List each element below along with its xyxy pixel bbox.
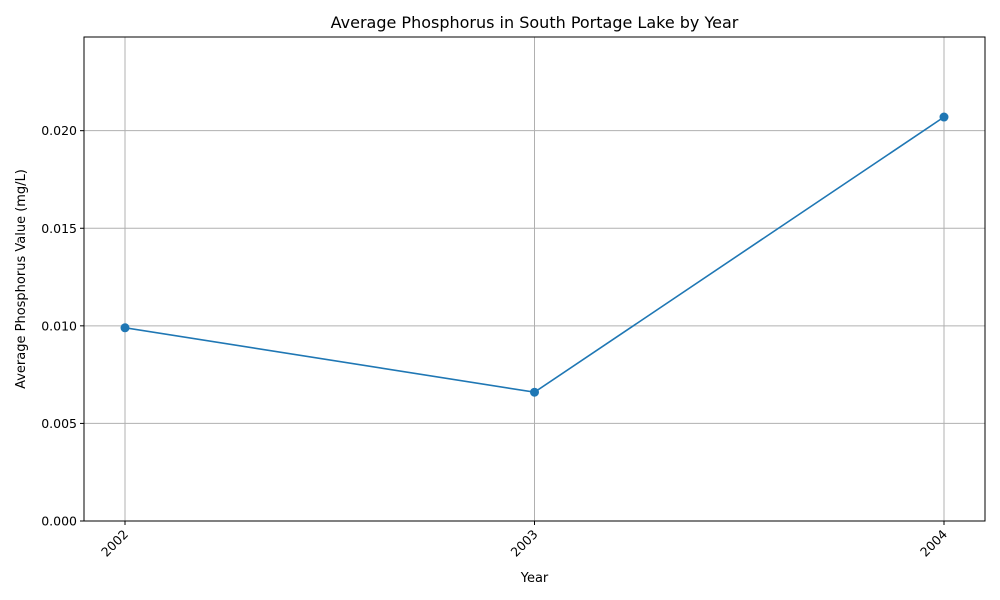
x-axis-label: Year — [520, 571, 549, 586]
y-axis-label: Average Phosphorus Value (mg/L) — [14, 169, 29, 389]
y-tick-label: 0.000 — [41, 514, 77, 529]
ticks: 0.000 0.005 0.010 0.015 0.020 2002 2003 2004 — [41, 123, 950, 559]
plot-area — [120, 112, 949, 397]
y-tick-label: 0.010 — [41, 318, 77, 333]
y-tick-label: 0.005 — [41, 416, 77, 431]
data-point-2003 — [530, 387, 539, 397]
data-point-2004 — [939, 112, 949, 122]
x-tick-label: 2003 — [508, 527, 541, 560]
x-tick-label: 2002 — [98, 527, 131, 560]
x-tick-label: 2004 — [917, 526, 950, 559]
y-tick-label: 0.015 — [41, 221, 77, 236]
data-point-2002 — [120, 323, 130, 333]
y-tick-label: 0.020 — [41, 123, 77, 138]
gridlines — [84, 37, 985, 522]
chart-title: Average Phosphorus in South Portage Lake… — [331, 13, 739, 32]
